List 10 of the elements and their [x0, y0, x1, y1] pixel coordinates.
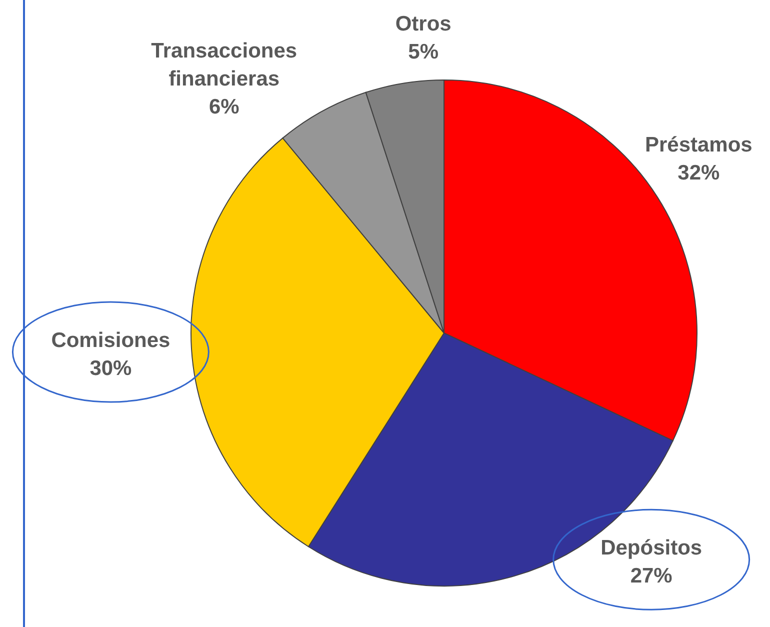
slice-label: Comisiones [51, 328, 170, 352]
slice-label: Transacciones financieras [151, 39, 298, 90]
data-label: 27% [630, 564, 673, 588]
slice-label: Otros [395, 12, 452, 36]
slice-label: Depósitos [600, 536, 702, 560]
data-label: 5% [408, 40, 439, 64]
slice-label: Préstamos [644, 134, 752, 157]
data-label: 30% [90, 356, 132, 380]
data-label: 32% [678, 162, 720, 185]
data-label: 6% [208, 95, 240, 118]
